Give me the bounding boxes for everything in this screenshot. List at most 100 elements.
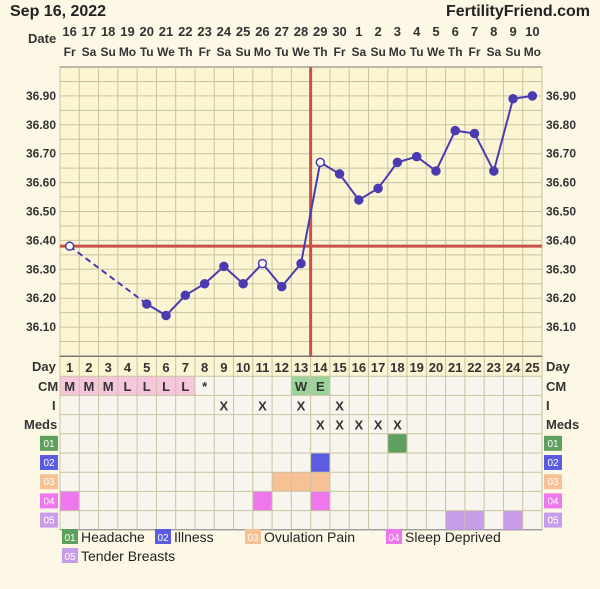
cm-value: W <box>295 379 308 394</box>
day-number: 20 <box>429 360 443 375</box>
symptom-cell <box>503 510 523 530</box>
day-number: 22 <box>467 360 481 375</box>
weekday-label: Fr <box>334 45 346 59</box>
cm-row-label-right: CM <box>546 379 566 394</box>
date-label: 6 <box>452 24 459 39</box>
weekday-label: Sa <box>217 45 232 59</box>
symptom-badge-right <box>544 435 562 451</box>
cm-cell <box>310 376 330 396</box>
temp-point <box>257 258 268 269</box>
y-tick-right: 36.40 <box>546 233 576 247</box>
temp-point <box>527 91 538 101</box>
weekday-label: Mo <box>254 45 271 59</box>
y-tick-left: 36.80 <box>26 118 56 132</box>
weekday-label: Fr <box>64 45 76 59</box>
y-tick-left: 36.50 <box>26 205 56 219</box>
day-number: 23 <box>487 360 501 375</box>
weekday-label: Mo <box>524 45 541 59</box>
y-tick-right: 36.70 <box>546 147 576 161</box>
cm-row-label-left: CM <box>38 379 58 394</box>
symptom-badge-left <box>40 455 58 470</box>
date-label: 25 <box>236 24 250 39</box>
meds-mark: X <box>393 418 402 433</box>
y-tick-left: 36.30 <box>26 262 56 276</box>
temp-line-segment <box>492 98 515 172</box>
temp-point <box>392 157 403 168</box>
weekday-label: Th <box>313 45 328 59</box>
day-number: 1 <box>66 360 73 375</box>
symptom-badge-left <box>40 474 58 490</box>
temp-point <box>489 166 499 176</box>
date-label: 22 <box>178 24 192 39</box>
date-label: 18 <box>101 24 115 39</box>
symptom-badge-id-right: 02 <box>547 458 559 469</box>
y-tick-right: 36.50 <box>546 205 576 219</box>
symptom-badge-left <box>40 493 58 509</box>
symptom-cell <box>310 491 330 511</box>
symptom-cell <box>387 433 408 453</box>
temp-point <box>431 166 441 176</box>
cm-value: M <box>103 379 114 394</box>
temp-line-segment <box>338 173 360 201</box>
weekday-label: Th <box>178 45 193 59</box>
weekday-label: Tu <box>140 45 154 59</box>
y-tick-left: 36.20 <box>26 291 56 305</box>
symptom-badge-id-right: 05 <box>547 516 559 527</box>
symptom-cell <box>272 472 292 492</box>
temp-point <box>199 279 210 289</box>
day-number: 21 <box>448 360 462 375</box>
temp-point <box>508 94 518 104</box>
weekday-label: Fr <box>469 45 481 59</box>
date-label: 1 <box>355 24 362 39</box>
legend-swatch-id: 04 <box>388 533 400 544</box>
temp-line-segment <box>280 262 302 288</box>
weekday-label: Sa <box>486 45 501 59</box>
cm-value: L <box>181 379 189 394</box>
cm-value: E <box>316 379 325 394</box>
temp-point <box>334 169 345 179</box>
y-tick-left: 36.90 <box>26 89 56 103</box>
legend-label: Tender Breasts <box>81 548 175 564</box>
day-number: 15 <box>332 360 346 375</box>
day-row-bg <box>60 357 542 377</box>
cm-value: M <box>83 379 94 394</box>
weekday-label: Su <box>101 45 116 59</box>
symptom-badge-id-right: 04 <box>547 496 559 507</box>
date-label: 16 <box>62 24 76 39</box>
date-label: 21 <box>159 24 173 39</box>
cm-cell <box>175 376 195 396</box>
temp-point <box>354 195 364 205</box>
weekday-label: Sa <box>351 45 366 59</box>
i-row-label-left: I <box>52 398 56 413</box>
cm-cell <box>137 376 157 396</box>
temp-point <box>180 290 191 301</box>
symptom-badge-id-left: 03 <box>43 477 55 488</box>
date-label: 8 <box>490 24 497 39</box>
temp-point <box>142 299 152 309</box>
date-label: 19 <box>120 24 134 39</box>
day-number: 12 <box>274 360 288 375</box>
y-tick-left: 36.60 <box>26 176 56 190</box>
y-tick-left: 36.10 <box>26 320 56 334</box>
temp-point <box>373 183 383 194</box>
temp-line-segment <box>473 133 495 172</box>
day-number: 13 <box>294 360 308 375</box>
weekday-label: Tu <box>410 45 424 59</box>
temp-point <box>296 258 306 269</box>
date-label: 5 <box>432 24 439 39</box>
cm-value: L <box>124 379 132 394</box>
legend-swatch-id: 03 <box>247 533 259 544</box>
symptom-cell <box>310 453 330 473</box>
date-label: 3 <box>394 24 401 39</box>
meds-mark: X <box>355 418 364 433</box>
intercourse-mark: X <box>220 398 229 413</box>
symptom-badge-right <box>544 474 562 490</box>
symptom-cell <box>252 491 273 511</box>
temp-line-segment <box>300 162 322 264</box>
temp-line-segment <box>261 262 283 288</box>
i-row-label-right: I <box>546 398 550 413</box>
y-tick-right: 36.30 <box>546 262 576 276</box>
weekday-label: Fr <box>199 45 211 59</box>
weekday-label: Su <box>505 45 520 59</box>
symptom-badge-left <box>40 512 58 528</box>
